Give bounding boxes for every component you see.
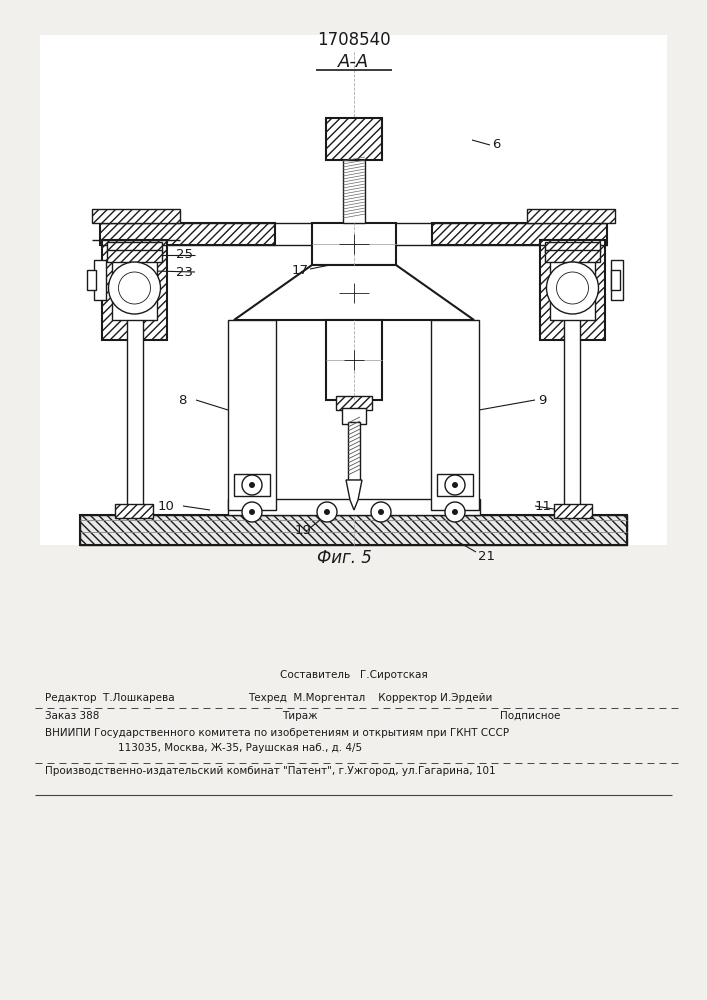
Bar (94, 260, 106, 300)
Text: 6: 6 (492, 138, 501, 151)
Text: Техред  М.Моргентал    Корректор И.Эрдейи: Техред М.Моргентал Корректор И.Эрдейи (248, 693, 492, 703)
Bar (540, 240, 605, 340)
Bar (234, 474, 270, 496)
Text: А-А: А-А (339, 53, 370, 71)
Bar (343, 160, 365, 223)
Bar (87, 270, 96, 290)
Circle shape (249, 482, 255, 488)
Circle shape (249, 509, 255, 515)
Circle shape (452, 509, 458, 515)
Bar (431, 320, 479, 510)
Circle shape (242, 475, 262, 495)
Text: 25: 25 (176, 248, 193, 261)
Text: Составитель   Г.Сиротская: Составитель Г.Сиротская (280, 670, 428, 680)
Circle shape (108, 262, 160, 314)
Bar (336, 396, 372, 410)
Polygon shape (234, 265, 474, 320)
Bar (326, 118, 382, 160)
Text: 17: 17 (292, 263, 309, 276)
Bar (554, 504, 592, 518)
Bar (545, 242, 600, 252)
Text: Производственно-издательский комбинат "Патент", г.Ужгород, ул.Гагарина, 101: Производственно-издательский комбинат "П… (45, 766, 496, 776)
Text: Редактор  Т.Лошкарева: Редактор Т.Лошкарева (45, 693, 175, 703)
Bar (127, 315, 143, 515)
Text: Заказ 388: Заказ 388 (45, 711, 100, 721)
Bar (432, 223, 607, 245)
Text: Подписное: Подписное (500, 711, 561, 721)
Polygon shape (346, 480, 362, 510)
Text: Тираж: Тираж (282, 711, 318, 721)
Bar (107, 250, 162, 262)
Bar (527, 209, 615, 223)
Circle shape (445, 475, 465, 495)
Circle shape (324, 509, 330, 515)
Bar (40, 35, 667, 545)
Bar (228, 320, 276, 510)
Bar (550, 255, 595, 320)
Text: 1708540: 1708540 (317, 31, 391, 49)
Circle shape (371, 502, 391, 522)
Circle shape (452, 482, 458, 488)
Circle shape (547, 262, 599, 314)
Bar (611, 260, 623, 300)
Bar (564, 315, 580, 515)
Bar (102, 240, 167, 340)
Circle shape (378, 509, 384, 515)
Bar (115, 504, 153, 518)
Circle shape (317, 502, 337, 522)
Bar (100, 223, 275, 245)
Bar (80, 515, 627, 545)
Text: 113035, Москва, Ж-35, Раушская наб., д. 4/5: 113035, Москва, Ж-35, Раушская наб., д. … (118, 743, 362, 753)
Bar (545, 250, 600, 262)
Bar (80, 515, 627, 545)
Circle shape (119, 272, 151, 304)
Circle shape (556, 272, 588, 304)
Text: 11: 11 (535, 499, 552, 512)
Text: 10: 10 (158, 499, 175, 512)
Text: 23: 23 (176, 265, 193, 278)
Text: 8: 8 (178, 393, 187, 406)
Text: 21: 21 (478, 550, 495, 564)
Bar (228, 499, 480, 515)
Circle shape (445, 502, 465, 522)
Text: 9: 9 (538, 393, 547, 406)
Bar (611, 270, 620, 290)
Bar (107, 242, 162, 252)
Bar (312, 223, 396, 265)
Bar (326, 320, 382, 400)
Text: Фиг. 5: Фиг. 5 (317, 549, 371, 567)
Circle shape (242, 502, 262, 522)
Bar (112, 255, 157, 320)
Bar (437, 474, 473, 496)
Bar (92, 209, 180, 223)
Bar (348, 422, 360, 480)
Text: ВНИИПИ Государственного комитета по изобретениям и открытиям при ГКНТ СССР: ВНИИПИ Государственного комитета по изоб… (45, 728, 509, 738)
Bar (342, 408, 366, 424)
Text: 19: 19 (295, 524, 312, 536)
